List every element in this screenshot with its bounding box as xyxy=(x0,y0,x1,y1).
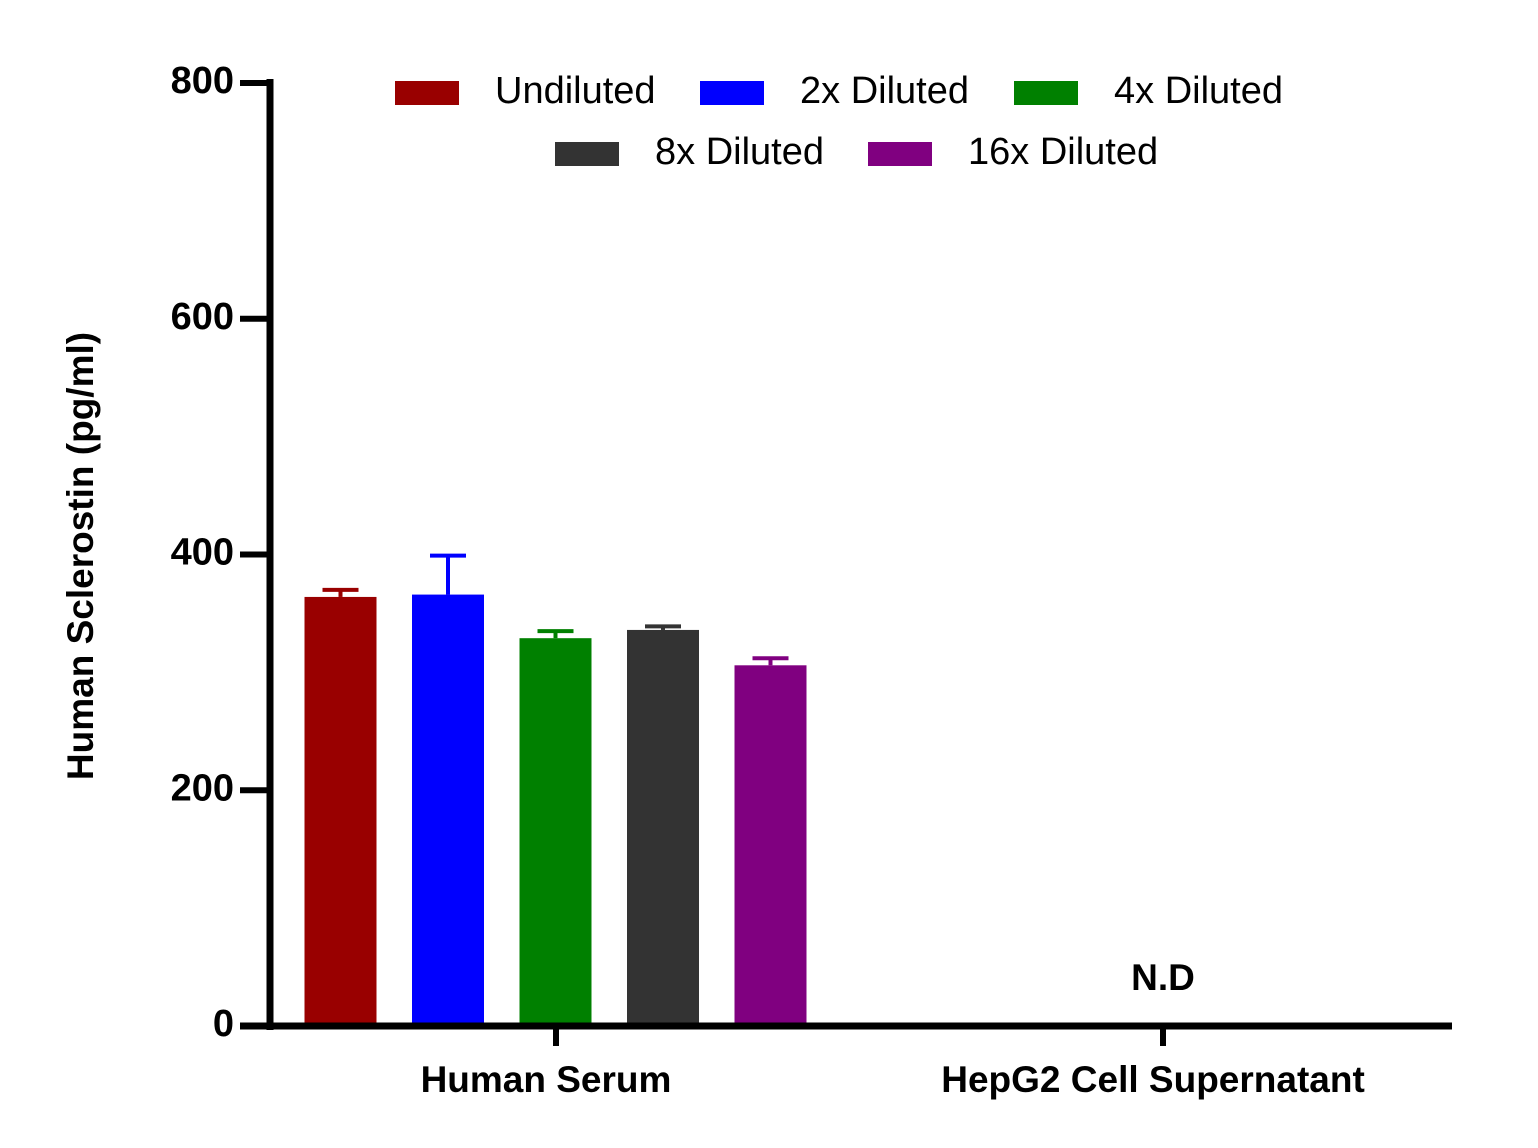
y-tick-label-0: 0 xyxy=(213,1003,234,1045)
legend-swatch-1 xyxy=(700,81,764,105)
bars: N.D xyxy=(304,553,1195,1026)
legend-swatch-4 xyxy=(868,142,932,166)
x-axis: Human Serum HepG2 Cell Supernatant xyxy=(240,1022,1452,1100)
bar-0-1 xyxy=(412,594,484,1026)
y-axis: 0 200 400 600 800 xyxy=(171,60,274,1045)
bar-0-0 xyxy=(304,596,377,1026)
legend-swatch-3 xyxy=(555,142,619,166)
x-tick-label-0: Human Serum xyxy=(421,1059,672,1100)
bar-0-2 xyxy=(519,638,592,1026)
x-tick-label-1: HepG2 Cell Supernatant xyxy=(941,1059,1365,1100)
legend-swatch-2 xyxy=(1014,81,1078,105)
y-tick-label-1: 200 xyxy=(171,767,234,809)
y-tick-label-2: 400 xyxy=(171,532,234,574)
legend-swatch-0 xyxy=(395,81,459,105)
legend-label-0: Undiluted xyxy=(495,70,656,112)
legend-label-4: 16x Diluted xyxy=(968,131,1158,173)
legend: Undiluted 2x Diluted 4x Diluted 8x Diluted 1… xyxy=(395,70,1283,173)
legend-label-3: 8x Diluted xyxy=(655,131,824,173)
annotation-0: N.D xyxy=(1131,957,1195,998)
legend-label-1: 2x Diluted xyxy=(800,70,969,112)
y-tick-label-4: 800 xyxy=(171,60,234,102)
bar-0-4 xyxy=(734,665,807,1026)
y-tick-label-3: 600 xyxy=(171,296,234,338)
legend-label-2: 4x Diluted xyxy=(1114,70,1283,112)
bar-0-3 xyxy=(627,629,699,1026)
y-axis-label: Human Sclerostin (pg/ml) xyxy=(60,332,101,780)
